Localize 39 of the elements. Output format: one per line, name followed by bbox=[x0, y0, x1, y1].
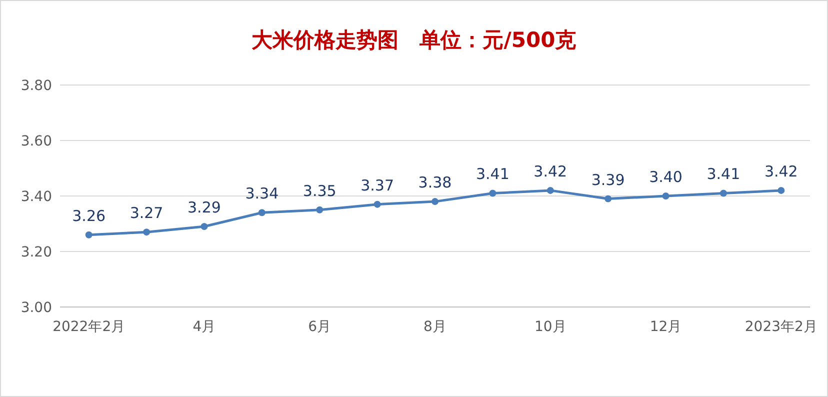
data-label: 3.42 bbox=[534, 162, 568, 180]
data-label: 3.41 bbox=[706, 165, 740, 184]
point bbox=[778, 186, 785, 194]
y-tick-label: 3.60 bbox=[20, 134, 52, 150]
y-tick-label: 3.20 bbox=[20, 244, 52, 260]
y-tick-label: 3.80 bbox=[20, 78, 52, 94]
data-label: 3.35 bbox=[302, 182, 336, 200]
point bbox=[489, 190, 496, 197]
point bbox=[316, 206, 324, 214]
data-label: 3.42 bbox=[764, 162, 798, 180]
y-tick-label: 3.00 bbox=[20, 300, 52, 316]
point bbox=[546, 186, 554, 194]
data-label: 3.34 bbox=[245, 184, 279, 203]
point bbox=[85, 231, 92, 238]
x-tick-label: 10月 bbox=[534, 319, 566, 335]
chart-title: 大米价格走势图 单位：元/500克 bbox=[252, 28, 576, 52]
x-tick-label: 12月 bbox=[650, 319, 682, 335]
point bbox=[374, 200, 381, 208]
point bbox=[432, 198, 438, 206]
data-label: 3.38 bbox=[418, 174, 452, 192]
y-tick-label: 3.40 bbox=[20, 189, 52, 205]
point bbox=[720, 190, 727, 197]
x-tick-label: 6月 bbox=[308, 319, 332, 335]
point bbox=[258, 209, 266, 216]
point bbox=[200, 223, 208, 230]
data-label: 3.39 bbox=[591, 170, 625, 189]
data-label: 3.27 bbox=[130, 204, 164, 222]
data-label: 3.41 bbox=[476, 165, 510, 184]
data-label: 3.40 bbox=[649, 168, 682, 186]
data-label: 3.37 bbox=[360, 176, 394, 194]
point bbox=[604, 195, 612, 202]
x-tick-label: 4月 bbox=[192, 319, 216, 335]
data-label: 3.26 bbox=[72, 206, 106, 225]
x-tick-label: 8月 bbox=[424, 319, 446, 335]
data-label: 3.29 bbox=[188, 198, 221, 217]
x-tick-label: 2023年2月 bbox=[744, 319, 818, 335]
point bbox=[143, 228, 150, 236]
point bbox=[662, 192, 670, 200]
x-tick-label: 2022年2月 bbox=[52, 319, 126, 335]
